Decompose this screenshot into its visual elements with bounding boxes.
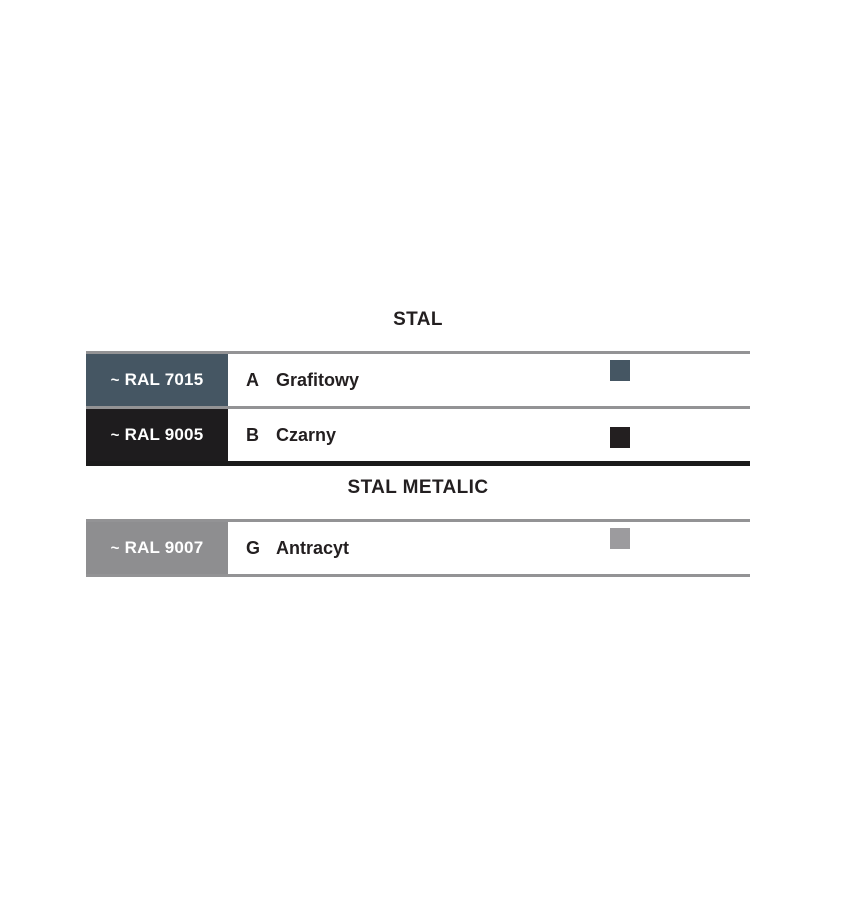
ral-code-label: RAL 9007 <box>124 538 204 557</box>
tilde-symbol: ~ <box>110 371 120 389</box>
row-body: A Grafitowy <box>228 354 750 406</box>
group-title-stal-metalic: STAL METALIC <box>347 477 489 498</box>
variant-code: G <box>246 537 261 558</box>
swatch-cell <box>610 409 650 461</box>
color-row-table-stal: ~ RAL 7015 A Grafitowy ~ RAL 9005 <box>86 351 750 466</box>
ral-code-label: RAL 7015 <box>124 370 204 389</box>
variant-name: Grafitowy <box>276 369 360 390</box>
variant-name: Czarny <box>276 424 337 445</box>
group-title-stal: STAL <box>393 309 443 330</box>
variant-name: Antracyt <box>276 537 350 558</box>
ral-tile-9007: ~ RAL 9007 <box>86 522 228 574</box>
color-group-stal: STAL ~ RAL 7015 A Grafitowy <box>86 310 750 466</box>
tilde-symbol: ~ <box>110 426 120 444</box>
color-group-stal-metalic: STAL METALIC ~ RAL 9007 G Antracyt <box>86 478 750 577</box>
tilde-symbol: ~ <box>110 539 120 557</box>
table-row[interactable]: ~ RAL 7015 A Grafitowy <box>86 354 750 406</box>
ral-tile-9005: ~ RAL 9005 <box>86 409 228 461</box>
swatch-cell <box>610 354 650 406</box>
variant-code: A <box>246 369 259 390</box>
row-body: G Antracyt <box>228 522 750 574</box>
row-body: B Czarny <box>228 409 750 461</box>
table-row[interactable]: ~ RAL 9007 G Antracyt <box>86 522 750 574</box>
variant-code: B <box>246 424 259 445</box>
color-swatch-czarny <box>610 427 630 448</box>
ral-code-label: RAL 9005 <box>124 425 204 444</box>
color-swatch-grafitowy <box>610 360 630 381</box>
color-swatch-antracyt <box>610 528 630 549</box>
color-row-table-stal-metalic: ~ RAL 9007 G Antracyt <box>86 519 750 577</box>
ral-tile-7015: ~ RAL 7015 <box>86 354 228 406</box>
table-row[interactable]: ~ RAL 9005 B Czarny <box>86 406 750 461</box>
swatch-cell <box>610 522 650 574</box>
